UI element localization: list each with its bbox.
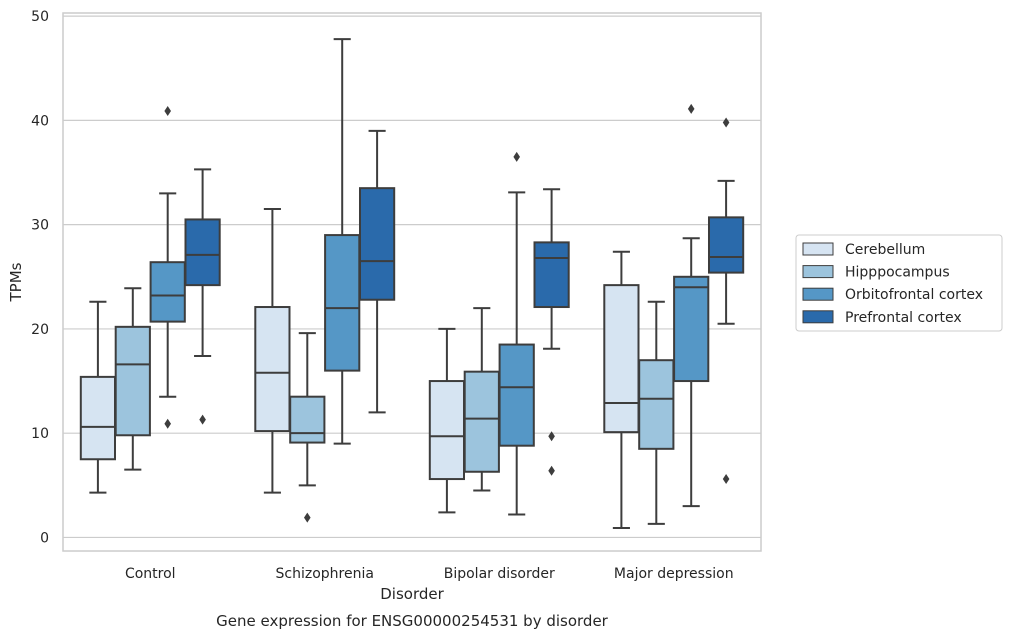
box-group	[463, 307, 500, 492]
box	[114, 325, 151, 437]
y-tick-label: 40	[31, 113, 49, 129]
box-group	[638, 300, 675, 525]
box	[254, 306, 291, 433]
outlier-marker	[687, 103, 695, 114]
box-group	[428, 327, 466, 514]
box-group	[114, 287, 151, 471]
legend: Cerebellum Hipppocampus Orbitofrontal cort…	[795, 234, 1003, 332]
plot-frame	[62, 12, 762, 552]
box	[603, 284, 640, 434]
chart-caption: Gene expression for ENSG00000254531 by d…	[216, 612, 609, 630]
box-group	[673, 103, 710, 508]
box	[463, 370, 500, 473]
box	[79, 375, 117, 461]
box-layer	[79, 38, 745, 530]
legend-label: Prefrontal cortex	[845, 310, 962, 326]
box	[428, 380, 466, 481]
legend-frame	[795, 234, 1003, 332]
outlier-marker	[722, 117, 730, 128]
box	[707, 216, 745, 274]
box	[638, 359, 675, 450]
box	[533, 241, 570, 309]
legend-swatch	[802, 310, 834, 324]
x-tick-label: Major depression	[614, 566, 734, 582]
legend-label: Orbitofrontal cortex	[845, 287, 983, 303]
y-tick-label: 30	[31, 218, 49, 234]
y-tick-label: 10	[31, 426, 49, 442]
grid-layer	[63, 15, 761, 539]
legend-label: Hipppocampus	[845, 265, 950, 281]
outlier-marker	[548, 431, 555, 442]
box-group	[254, 208, 291, 494]
box-group	[498, 151, 535, 516]
box	[184, 218, 221, 287]
box	[673, 275, 710, 383]
outlier-marker	[513, 151, 520, 162]
y-tick-label: 20	[31, 322, 49, 338]
outlier-marker	[722, 474, 730, 485]
y-tick-label: 0	[40, 530, 49, 546]
x-tick-label: Bipolar disorder	[444, 566, 555, 582]
box-group	[707, 117, 745, 485]
box	[289, 395, 326, 444]
legend-swatch	[802, 242, 834, 256]
legend-label: Cerebellum	[845, 242, 925, 258]
box	[498, 343, 535, 447]
outlier-marker	[199, 414, 206, 425]
y-tick-label: 50	[31, 9, 49, 25]
y-axis-label: TPMs	[7, 262, 25, 302]
box-group	[324, 38, 361, 445]
box-group	[289, 332, 326, 523]
box-group	[149, 106, 186, 429]
legend-swatch	[802, 265, 834, 279]
box-group	[533, 188, 570, 476]
box	[149, 261, 186, 323]
box-group	[184, 168, 221, 425]
legend-swatch	[802, 287, 834, 301]
x-axis-label: Disorder	[380, 585, 444, 603]
tick-layer: 0 10 20 30 40 50 Control Schizophrenia Bipolar d…	[31, 9, 733, 582]
outlier-marker	[548, 465, 555, 476]
box	[324, 234, 361, 372]
x-tick-label: Control	[125, 566, 176, 582]
box	[358, 187, 396, 301]
box-group	[358, 129, 396, 414]
outlier-marker	[164, 418, 171, 429]
box-group	[603, 250, 640, 530]
outlier-marker	[164, 106, 171, 117]
box-group	[79, 300, 117, 494]
x-tick-label: Schizophrenia	[276, 566, 374, 582]
outlier-marker	[304, 512, 311, 523]
